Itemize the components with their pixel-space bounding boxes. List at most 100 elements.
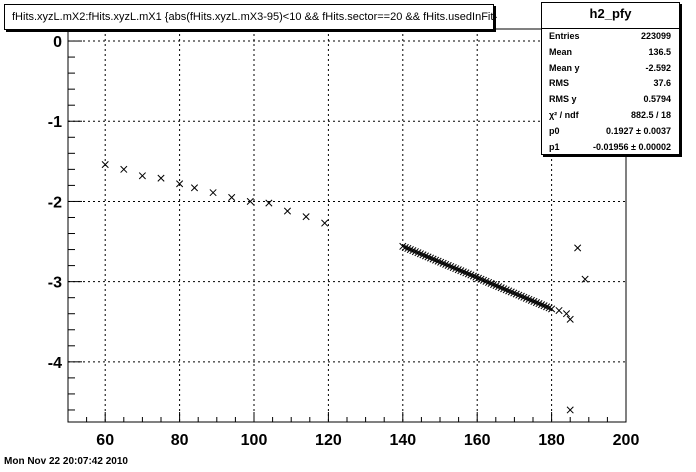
plot-title: fHits.xyzL.mX2:fHits.xyzL.mX1 {abs(fHits…: [4, 4, 497, 30]
x-tick-label: 200: [613, 432, 640, 449]
data-point: [302, 213, 310, 221]
stats-value: 136.5: [648, 46, 671, 57]
data-point: [209, 189, 217, 197]
stats-key: RMS: [549, 78, 569, 89]
data-point-stroke: [469, 272, 477, 280]
data-point-stroke: [452, 265, 460, 273]
stats-key: Entries: [549, 31, 580, 41]
data-point-stroke: [495, 283, 503, 291]
data-point-stroke: [464, 270, 472, 278]
data-point-stroke: [421, 252, 430, 260]
data-point-stroke: [562, 310, 571, 318]
stats-row-rms-y: RMS y 0.5794: [542, 92, 679, 108]
data-point-stroke: [532, 298, 541, 307]
x-tick-label: 180: [538, 432, 565, 449]
stats-value: 223099: [640, 31, 671, 41]
data-point-stroke: [479, 276, 488, 284]
data-point-stroke: [404, 244, 412, 253]
stats-row-p0: p0 0.1927 ± 0.0037: [542, 124, 679, 140]
data-point-stroke: [246, 197, 254, 205]
data-point-stroke: [537, 301, 546, 309]
data-point-stroke: [566, 315, 574, 323]
data-point-stroke: [411, 248, 419, 256]
data-point-stroke: [321, 219, 329, 227]
stats-key: RMS y: [549, 94, 577, 105]
stats-row-rms: RMS 37.6: [542, 76, 679, 92]
y-tick-label: 0: [53, 34, 62, 51]
timestamp: Mon Nov 22 20:07:42 2010: [4, 456, 128, 467]
data-point-stroke: [138, 172, 146, 180]
data-point-stroke: [414, 249, 422, 257]
data-point-stroke: [447, 262, 455, 271]
data-point-stroke: [416, 250, 425, 258]
data-point-stroke: [439, 259, 447, 267]
data-point-stroke: [302, 213, 310, 221]
data-point-stroke: [409, 247, 417, 255]
data-point-stroke: [457, 267, 465, 275]
data-point-stroke: [484, 278, 493, 286]
data-point-stroke: [432, 256, 440, 264]
stats-key: Mean y: [549, 62, 580, 73]
stats-value: 37.6: [653, 78, 671, 89]
data-point-stroke: [474, 274, 483, 282]
stats-histogram-name: h2_pfy: [542, 3, 679, 29]
y-tick-label: -4: [48, 355, 62, 372]
stats-key: p0: [549, 125, 560, 136]
data-point: [157, 174, 165, 182]
data-point-stroke: [120, 165, 128, 173]
data-point-stroke: [500, 285, 508, 293]
data-point-stroke: [437, 258, 445, 266]
data-point-stroke: [487, 279, 495, 288]
data-point-stroke: [401, 243, 409, 251]
data-point: [228, 193, 236, 201]
data-point-stroke: [545, 304, 553, 312]
stats-key: p1: [549, 141, 560, 152]
data-point-stroke: [459, 268, 467, 276]
data-point: [190, 184, 199, 192]
data-point-stroke: [512, 290, 520, 298]
data-point-stroke: [209, 189, 217, 197]
data-point: [574, 244, 582, 252]
data-point-stroke: [540, 302, 548, 310]
data-point-stroke: [477, 275, 485, 283]
data-point-stroke: [265, 199, 273, 207]
data-point: [548, 305, 556, 313]
data-point-stroke: [555, 306, 563, 315]
data-point-stroke: [527, 296, 535, 304]
data-point-stroke: [522, 294, 530, 302]
data-point-stroke: [507, 288, 515, 296]
data-point-stroke: [429, 255, 437, 263]
data-point-stroke: [419, 251, 427, 259]
y-tick-label: -2: [48, 194, 62, 211]
data-point-stroke: [535, 300, 543, 308]
data-point-stroke: [442, 260, 450, 268]
stats-row-chi2: χ² / ndf 882.5 / 18: [542, 108, 679, 124]
data-point-stroke: [283, 207, 292, 215]
data-point-stroke: [548, 305, 556, 313]
stats-value: 0.1927 ± 0.0037: [606, 125, 671, 136]
data-point: [176, 180, 184, 188]
data-point-stroke: [502, 286, 510, 294]
stats-value: -0.01956 ± 0.00002: [592, 141, 671, 152]
grid-lines: [68, 29, 626, 422]
stats-value: -2.592: [645, 62, 671, 73]
data-point-stroke: [482, 277, 490, 285]
data-point: [555, 306, 563, 315]
stats-row-entries: Entries 223099: [542, 29, 679, 45]
data-point-stroke: [543, 303, 551, 311]
x-tick-label: 80: [171, 432, 189, 449]
stats-value: 0.5794: [643, 94, 671, 105]
data-point-stroke: [574, 244, 582, 252]
data-point-stroke: [449, 264, 457, 272]
data-point-stroke: [505, 287, 513, 295]
data-point-stroke: [530, 297, 538, 306]
stats-key: Mean: [549, 46, 573, 57]
y-tick-label: -1: [48, 114, 62, 131]
data-point-stroke: [176, 180, 184, 188]
data-point-stroke: [462, 269, 470, 277]
data-point-stroke: [444, 261, 452, 269]
data-point-stroke: [406, 245, 414, 254]
data-point: [246, 197, 254, 205]
data-point: [566, 406, 574, 414]
